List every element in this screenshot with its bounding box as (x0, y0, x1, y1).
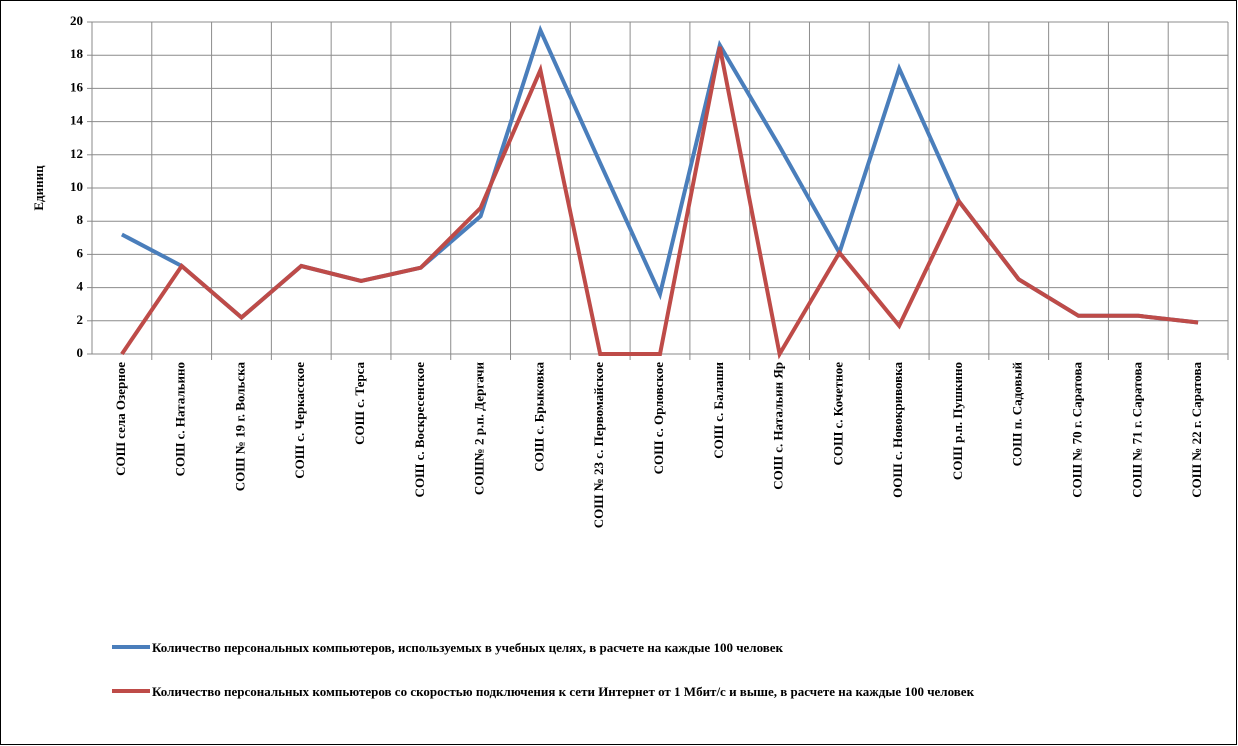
y-tick-label: 4 (77, 279, 84, 294)
x-tick-label: СОШ№ 2 р.п. Дергачи (472, 361, 487, 495)
y-tick-label: 0 (77, 345, 84, 360)
y-tick-label: 10 (70, 179, 83, 194)
y-tick-label: 6 (77, 245, 84, 260)
y-tick-label: 18 (70, 46, 84, 61)
x-tick-label: СОШ с. Натальино (173, 362, 188, 476)
x-tick-label: СОШ № 19 г. Вольска (232, 362, 247, 492)
y-tick-label: 12 (70, 146, 83, 161)
legend-text: Количество персональных компьютеров со с… (152, 684, 975, 699)
series-line (120, 46, 1199, 360)
y-tick-label: 8 (77, 212, 84, 227)
x-tick-label: СОШ № 71 г. Саратова (1129, 362, 1144, 498)
x-tick-label: СОШ № 70 г. Саратова (1070, 362, 1085, 498)
x-tick-label: СОШ р.п. Пушкино (950, 362, 965, 480)
x-tick-label: СОШ с. Брыковка (531, 362, 546, 472)
x-tick-label: СОШ № 22 г. Саратова (1189, 362, 1204, 498)
x-tick-label: СОШ № 23 с. Первомайское (591, 362, 606, 529)
y-tick-label: 16 (70, 79, 84, 94)
y-tick-label: 20 (70, 13, 83, 28)
x-tick-label: СОШ п. Садовый (1010, 362, 1025, 467)
legend-text: Количество персональных компьютеров, исп… (152, 640, 784, 655)
y-tick-label: 2 (77, 312, 84, 327)
x-tick-label: СОШ с. Воскресенское (412, 362, 427, 498)
x-tick-label: СОШ с. Орловское (651, 362, 666, 475)
y-axis-label: Единиц (31, 165, 46, 211)
y-tick-label: 14 (70, 113, 84, 128)
x-tick-label: СОШ села Озерное (113, 362, 128, 476)
x-tick-label: СОШ с. Балаши (711, 361, 726, 458)
x-tick-label: ООШ с. Новокривовка (890, 362, 905, 498)
x-tick-label: СОШ с. Кочетное (830, 362, 845, 466)
x-tick-label: СОШ с. Черкасское (292, 362, 307, 479)
x-tick-label: СОШ с. Терса (352, 362, 367, 445)
x-tick-label: СОШ с. Натальин Яр (771, 362, 786, 490)
